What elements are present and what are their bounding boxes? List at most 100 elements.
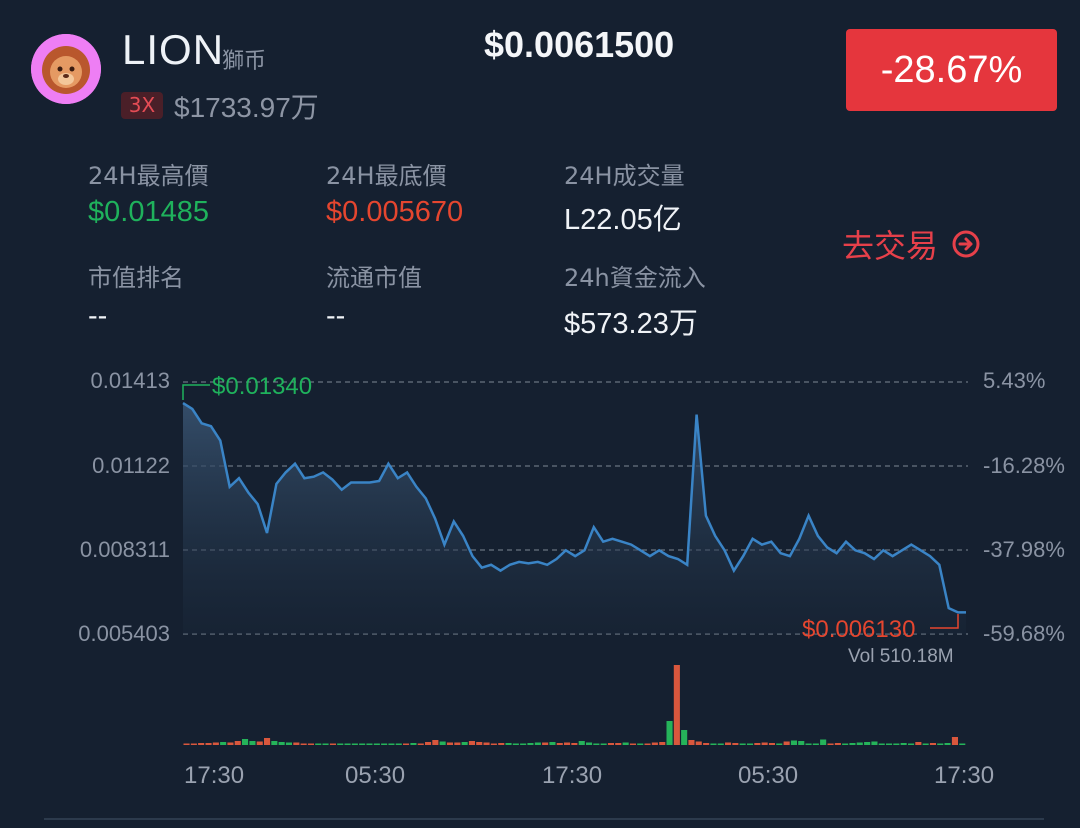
left-axis-label: 0.01122 bbox=[92, 453, 170, 478]
time-label: 17:30 bbox=[184, 762, 245, 789]
volume-bar bbox=[198, 743, 205, 745]
volume-bar bbox=[329, 743, 336, 745]
volume-bar bbox=[549, 742, 556, 745]
volume-bar bbox=[264, 738, 271, 745]
volume-bar bbox=[220, 742, 227, 745]
volume-bar bbox=[893, 743, 900, 745]
volume-bar bbox=[403, 743, 410, 745]
stat-inflow-label: 24h資金流入 bbox=[564, 264, 706, 292]
price-area bbox=[183, 403, 966, 634]
volume-bar bbox=[556, 743, 563, 745]
volume-bar bbox=[381, 743, 388, 745]
go-trade-label: 去交易 bbox=[842, 227, 939, 265]
volume-bar bbox=[659, 742, 666, 745]
volume-bar bbox=[622, 742, 629, 745]
volume-bar bbox=[761, 742, 768, 745]
volume-bar bbox=[856, 742, 863, 745]
volume-bar bbox=[359, 743, 366, 745]
volume-bar bbox=[827, 743, 834, 745]
time-label: 05:30 bbox=[738, 762, 799, 789]
volume-bar bbox=[944, 743, 951, 745]
volume-bar bbox=[300, 743, 307, 745]
volume-bar bbox=[951, 737, 958, 745]
volume-bar bbox=[505, 743, 512, 745]
volume-bar bbox=[520, 743, 527, 745]
volume-bar bbox=[417, 743, 424, 745]
volume-bar bbox=[768, 743, 775, 745]
right-axis-label: 5.43% bbox=[983, 368, 1046, 393]
volume-bar bbox=[461, 742, 468, 745]
price-line bbox=[182, 402, 966, 614]
coin-symbol: LION bbox=[122, 26, 225, 73]
stat-rank-label: 市值排名 bbox=[88, 264, 184, 292]
volume-bar bbox=[388, 743, 395, 745]
volume-bar bbox=[439, 741, 446, 745]
volume-bar bbox=[651, 742, 658, 745]
time-label: 05:30 bbox=[345, 762, 406, 789]
volume-bar bbox=[798, 741, 805, 745]
volume-bar bbox=[564, 742, 571, 745]
go-trade-link[interactable]: 去交易 bbox=[842, 221, 980, 267]
volume-bar bbox=[227, 742, 234, 745]
price-change-badge[interactable]: -28.67% bbox=[846, 29, 1057, 111]
volume-bar bbox=[542, 742, 549, 745]
stat-low-value: $0.005670 bbox=[326, 196, 464, 228]
volume-bar bbox=[915, 742, 922, 745]
volume-bar bbox=[747, 743, 754, 745]
volume-bar bbox=[922, 743, 929, 745]
volume-bar bbox=[717, 743, 724, 745]
volume-bar bbox=[695, 741, 702, 745]
volume-bar bbox=[732, 743, 739, 745]
volume-bar bbox=[805, 743, 812, 745]
stat-circ-label: 流通市值 bbox=[326, 264, 422, 292]
volume-bar bbox=[812, 743, 819, 745]
volume-bar bbox=[578, 741, 585, 745]
volume-bar bbox=[432, 740, 439, 745]
volume-bar bbox=[754, 743, 761, 745]
volume-bar bbox=[666, 721, 673, 745]
volume-bar bbox=[446, 742, 453, 745]
volume-bar bbox=[878, 743, 885, 745]
volume-bar bbox=[468, 741, 475, 745]
volume-bar bbox=[425, 742, 432, 745]
volume-bar bbox=[820, 739, 827, 745]
volume-bar bbox=[307, 743, 314, 745]
volume-bar bbox=[278, 742, 285, 745]
volume-bar bbox=[183, 743, 190, 745]
volume-bar bbox=[315, 743, 322, 745]
volume-bar bbox=[783, 741, 790, 745]
volume-bar bbox=[512, 743, 519, 745]
left-axis-label: 0.008311 bbox=[79, 537, 170, 562]
volume-bar bbox=[600, 743, 607, 745]
volume-bar bbox=[842, 743, 849, 745]
volume-bar bbox=[593, 743, 600, 745]
coin-avatar bbox=[31, 34, 101, 104]
bottom-divider bbox=[44, 818, 1044, 820]
volume-bar bbox=[571, 743, 578, 745]
leverage-badge: 3X bbox=[121, 92, 163, 119]
volume-bar bbox=[871, 741, 878, 745]
volume-bar bbox=[212, 742, 219, 745]
volume-bar bbox=[637, 743, 644, 745]
stat-volume-label: 24H成交量 bbox=[564, 162, 685, 190]
volume-bar bbox=[673, 665, 680, 745]
volume-bar bbox=[242, 739, 249, 745]
volume-bar bbox=[586, 742, 593, 745]
high-price-marker: $0.01340 bbox=[212, 373, 313, 400]
left-axis-label: 0.01413 bbox=[90, 368, 170, 393]
time-label: 17:30 bbox=[542, 762, 603, 789]
volume-bar bbox=[490, 743, 497, 745]
volume-bar bbox=[351, 743, 358, 745]
market-cap-value: $1733.97万 bbox=[174, 92, 319, 123]
low-marker-connector bbox=[930, 614, 959, 629]
volume-bar bbox=[688, 740, 695, 745]
left-axis-label: 0.005403 bbox=[78, 621, 170, 646]
volume-bar bbox=[476, 742, 483, 745]
right-axis-label: -16.28% bbox=[983, 453, 1065, 478]
stat-high-label: 24H最高價 bbox=[88, 162, 209, 190]
volume-bar bbox=[776, 743, 783, 745]
volume-bar bbox=[725, 742, 732, 745]
volume-bar bbox=[322, 743, 329, 745]
volume-bar bbox=[900, 743, 907, 745]
